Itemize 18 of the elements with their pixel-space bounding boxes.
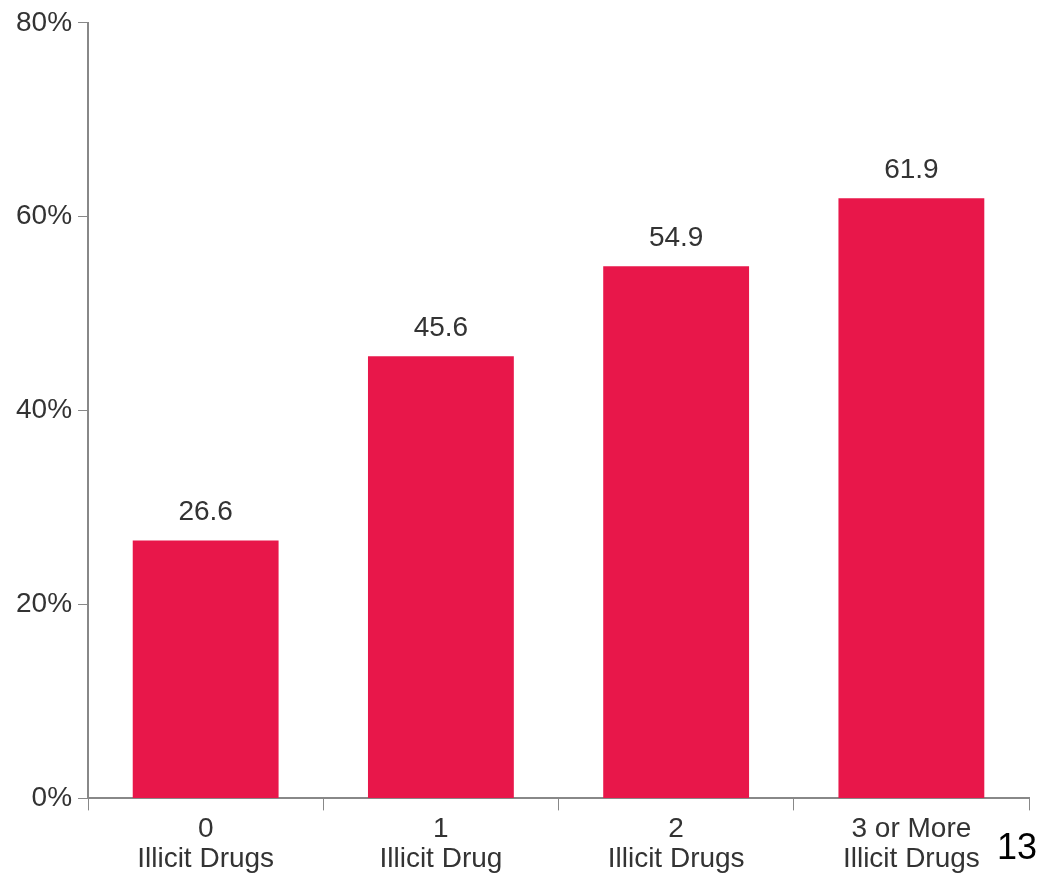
x-tick-label: 2 Illicit Drugs [607,811,745,874]
x-tick-label: 1 Illicit Drug [379,811,503,874]
y-tick-label: 40% [15,393,73,425]
data-label: 45.6 [413,311,469,343]
data-label: 61.9 [884,153,939,184]
x-tick-label: 3 or More Illicit Drugs [842,811,980,874]
bar [838,198,985,798]
bar [132,540,279,798]
y-tick-label: 60% [15,199,73,231]
bar [367,356,514,798]
bar [603,266,750,798]
data-label: 26.6 [178,495,233,527]
text: 13 [996,826,1037,868]
data-label: 54.9 [648,220,704,252]
y-tick-label: 0% [31,781,73,813]
y-tick-label: 80% [15,5,73,37]
y-tick-label: 20% [15,587,73,619]
x-tick-label: 0 Illicit Drugs [137,811,275,874]
